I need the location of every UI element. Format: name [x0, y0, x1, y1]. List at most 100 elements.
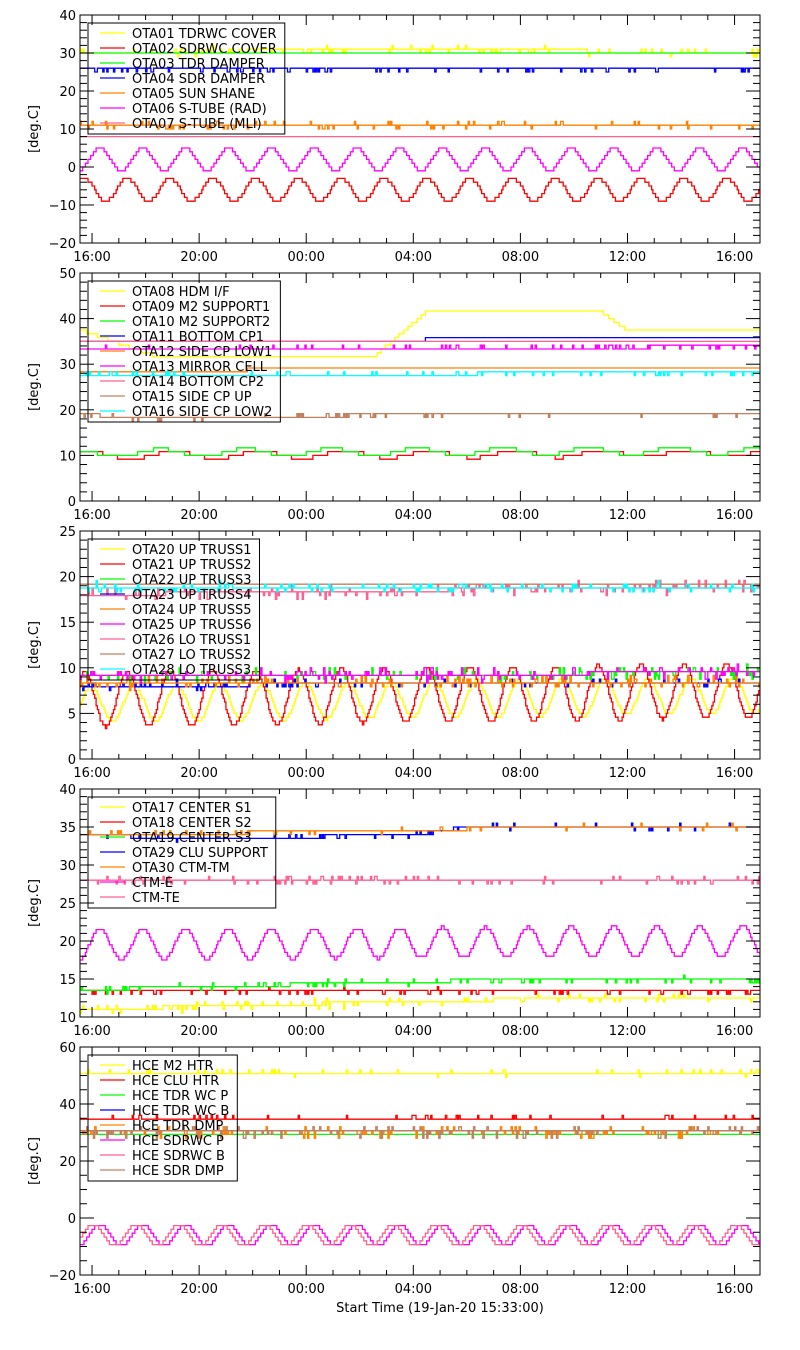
- y-tick-label: 0: [68, 753, 76, 768]
- x-tick-label: 20:00: [180, 508, 217, 523]
- y-tick-label: 0: [68, 495, 76, 510]
- series-line: [80, 412, 760, 422]
- series-line: [80, 147, 760, 172]
- x-tick-label: 20:00: [180, 1024, 217, 1039]
- x-tick-label: 04:00: [395, 1024, 432, 1039]
- x-tick-label: 16:00: [716, 508, 753, 523]
- legend-label: OTA06 S-TUBE (RAD): [132, 102, 267, 117]
- series-line: [80, 925, 760, 961]
- y-tick-label: −20: [49, 237, 76, 252]
- series-group: [80, 822, 760, 1014]
- series-group: [80, 44, 760, 202]
- x-tick-label: 00:00: [287, 1282, 324, 1297]
- y-axis-label: [deg.C]: [27, 363, 42, 411]
- legend-label: OTA22 UP TRUSS3: [132, 573, 251, 588]
- series-group: [80, 1069, 760, 1246]
- y-tick-label: 10: [59, 662, 76, 677]
- y-axis-label: [deg.C]: [27, 621, 42, 669]
- y-tick-label: 35: [59, 821, 76, 836]
- panel-1: −20 −10 0 10 20 30 40 16:00 20:00 00:00 04:00 08:00…: [27, 9, 761, 265]
- y-tick-label: 30: [59, 47, 76, 62]
- x-tick-label: 20:00: [180, 250, 217, 265]
- y-tick-label: 25: [59, 525, 76, 540]
- series-line: [80, 674, 760, 692]
- series-line: [80, 985, 760, 995]
- legend-label: HCE TDR DMP: [132, 1119, 224, 1134]
- x-tick-label: 12:00: [609, 250, 646, 265]
- legend-label: OTA17 CENTER S1: [132, 801, 252, 816]
- y-tick-label: 15: [59, 973, 76, 988]
- legend-label: CTM-E: [132, 876, 173, 891]
- series-line: [80, 177, 760, 202]
- series-line: [80, 344, 760, 350]
- panel-3: 0 5 10 15 20 25 16:00 20:00 00:00 04:00 08:00 12:00…: [27, 525, 761, 781]
- y-tick-label: 0: [68, 161, 76, 176]
- series-line: [80, 1126, 760, 1139]
- legend-label: OTA09 M2 SUPPORT1: [132, 300, 270, 315]
- x-tick-label: 20:00: [180, 766, 217, 781]
- legend-label: OTA23 UP TRUSS4: [132, 588, 251, 603]
- series-line: [80, 974, 760, 995]
- legend-label: OTA28 LO TRUSS3: [132, 663, 251, 678]
- legend-label: OTA30 CTM-TM: [132, 861, 230, 876]
- legend-label: OTA21 UP TRUSS2: [132, 558, 251, 573]
- y-tick-label: 20: [59, 935, 76, 950]
- legend-label: HCE SDR DMP: [132, 1164, 224, 1179]
- x-tick-label: 00:00: [287, 508, 324, 523]
- x-tick-label: 00:00: [287, 766, 324, 781]
- series-line: [80, 663, 760, 684]
- x-axis-label: Start Time (19-Jan-20 15:33:00): [336, 1301, 544, 1316]
- y-tick-label: 10: [59, 1011, 76, 1026]
- x-tick-label: 08:00: [502, 250, 539, 265]
- series-line: [80, 450, 760, 460]
- x-tick-label: 00:00: [287, 1024, 324, 1039]
- legend-label: OTA29 CLU SUPPORT: [132, 846, 268, 861]
- panel-2: 0 10 20 30 40 50 16:00 20:00 00:00 04:00 08:00 12:0…: [27, 267, 761, 523]
- x-tick-label: 04:00: [395, 508, 432, 523]
- y-tick-label: 60: [59, 1041, 76, 1056]
- series-line: [80, 579, 760, 593]
- legend-box: [87, 538, 260, 681]
- legend-label: OTA14 BOTTOM CP2: [132, 375, 264, 390]
- legend-label: OTA12 SIDE CP LOW1: [132, 345, 272, 360]
- x-tick-label: 16:00: [73, 1024, 110, 1039]
- x-tick-label: 16:00: [73, 508, 110, 523]
- series-line: [80, 875, 760, 885]
- legend-box: [87, 280, 281, 423]
- series-line: [80, 822, 760, 836]
- y-tick-label: 20: [59, 404, 76, 419]
- legend-label: OTA24 UP TRUSS5: [132, 603, 251, 618]
- series-line: [80, 1069, 760, 1079]
- legend-label: OTA01 TDRWC COVER: [132, 27, 276, 42]
- x-tick-label: 08:00: [502, 1024, 539, 1039]
- legend-label: HCE SDRWC B: [132, 1149, 225, 1164]
- x-tick-label: 16:00: [716, 1282, 753, 1297]
- legend-label: OTA16 SIDE CP LOW2: [132, 405, 272, 420]
- y-tick-label: 40: [59, 9, 76, 24]
- legend-label: OTA13 MIRROR CELL: [132, 360, 268, 375]
- y-tick-label: 30: [59, 358, 76, 373]
- y-tick-label: 40: [59, 783, 76, 798]
- plot-frame: [79, 272, 761, 502]
- x-tick-label: 20:00: [180, 1282, 217, 1297]
- x-tick-label: 12:00: [609, 508, 646, 523]
- legend-label: HCE TDR WC P: [132, 1089, 228, 1104]
- legend-label: OTA19 CENTER S3: [132, 831, 252, 846]
- legend-label: HCE TDR WC B: [132, 1104, 229, 1119]
- legend-label: OTA05 SUN SHANE: [132, 87, 255, 102]
- legend-label: OTA25 UP TRUSS6: [132, 618, 251, 633]
- series-group: [80, 310, 760, 460]
- legend-label: OTA02 SDRWC COVER: [132, 42, 277, 57]
- y-tick-label: 0: [68, 1212, 76, 1227]
- y-axis-label: [deg.C]: [27, 879, 42, 927]
- panel-4: 10 15 20 25 30 35 40 16:00 20:00 00:00 04:00 08:00 1…: [27, 783, 761, 1039]
- y-tick-label: 20: [59, 571, 76, 586]
- legend-label: OTA26 LO TRUSS1: [132, 633, 251, 648]
- y-tick-label: 20: [59, 85, 76, 100]
- y-tick-label: −20: [49, 1269, 76, 1284]
- y-tick-label: 50: [59, 267, 76, 282]
